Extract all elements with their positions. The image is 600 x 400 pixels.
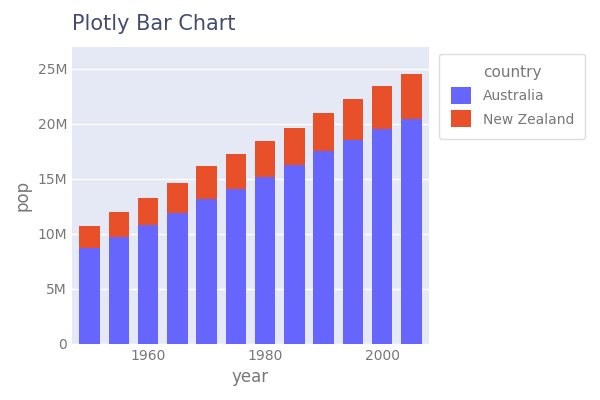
Bar bbox=[401, 74, 422, 119]
Bar bbox=[226, 154, 246, 189]
Bar bbox=[79, 226, 100, 248]
Bar bbox=[343, 140, 363, 344]
Bar bbox=[372, 86, 392, 128]
Bar bbox=[109, 212, 129, 237]
Bar bbox=[79, 248, 100, 344]
Legend: Australia, New Zealand: Australia, New Zealand bbox=[439, 54, 585, 138]
Bar bbox=[196, 166, 217, 199]
Bar bbox=[255, 176, 275, 344]
Bar bbox=[401, 119, 422, 344]
Bar bbox=[255, 141, 275, 176]
Bar bbox=[196, 199, 217, 344]
Bar bbox=[313, 114, 334, 151]
X-axis label: year: year bbox=[232, 368, 269, 386]
Bar bbox=[226, 189, 246, 344]
Bar bbox=[138, 225, 158, 344]
Y-axis label: pop: pop bbox=[14, 180, 32, 211]
Bar bbox=[313, 151, 334, 344]
Bar bbox=[138, 198, 158, 225]
Bar bbox=[167, 213, 188, 344]
Bar bbox=[109, 237, 129, 344]
Bar bbox=[284, 128, 305, 165]
Bar bbox=[167, 183, 188, 213]
Bar bbox=[284, 165, 305, 344]
Text: Plotly Bar Chart: Plotly Bar Chart bbox=[72, 14, 235, 34]
Bar bbox=[343, 99, 363, 140]
Bar bbox=[372, 128, 392, 344]
